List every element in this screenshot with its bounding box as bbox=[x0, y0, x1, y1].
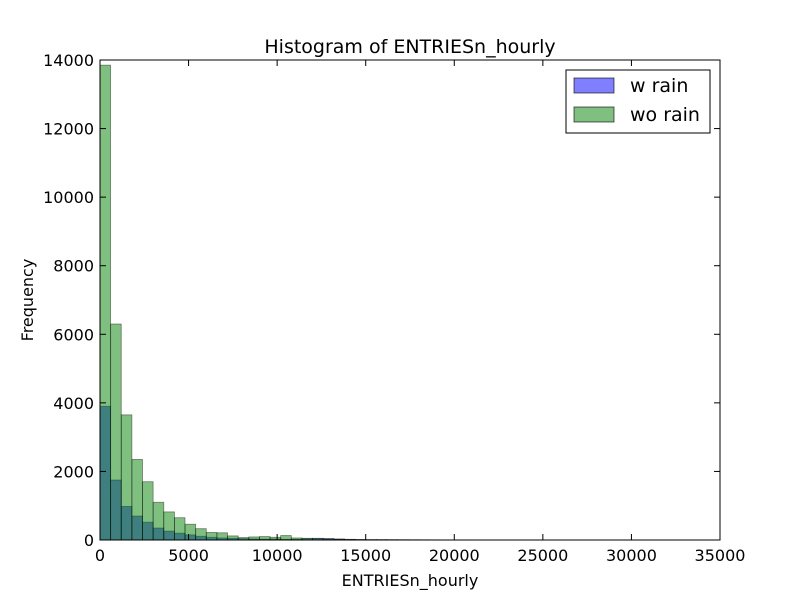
x-tick-label-2: 10000 bbox=[252, 546, 303, 565]
legend-label-w-rain: w rain bbox=[630, 75, 688, 97]
ticks-layer: 0 5000 10000 15000 20000 25000 30000 35000 0 2000… bbox=[43, 51, 745, 565]
legend: w rain wo rain bbox=[565, 69, 711, 134]
bar-wo-rain-8 bbox=[184, 523, 197, 541]
bar-wo-rain-4 bbox=[142, 481, 154, 541]
bar-wo-rain-3 bbox=[131, 459, 143, 541]
x-tick-label-4: 20000 bbox=[429, 546, 480, 565]
bar-wo-rain-1 bbox=[110, 323, 122, 541]
x-tick-label-6: 30000 bbox=[606, 546, 657, 565]
bar-wo-rain-12 bbox=[227, 535, 239, 541]
bar-wo-rain-6 bbox=[163, 511, 175, 541]
bar-wo-rain-15 bbox=[259, 536, 271, 541]
bar-wo-rain-11 bbox=[216, 532, 228, 541]
y-tick-label-0: 0 bbox=[84, 531, 94, 550]
bar-wo-rain-7 bbox=[173, 517, 186, 541]
legend-swatch-w-rain bbox=[573, 77, 615, 94]
y-axis-label: Frequency bbox=[18, 259, 37, 342]
y-tick-label-2: 4000 bbox=[53, 394, 94, 413]
y-tick-label-4: 8000 bbox=[53, 257, 94, 276]
bar-wo-rain-9 bbox=[195, 528, 207, 541]
y-tick-label-7: 14000 bbox=[43, 51, 94, 70]
legend-label-wo-rain: wo rain bbox=[630, 104, 700, 126]
bar-wo-rain-5 bbox=[152, 501, 165, 541]
x-tick-label-7: 35000 bbox=[695, 546, 746, 565]
plot-frame bbox=[99, 59, 721, 541]
y-tick-label-5: 10000 bbox=[43, 188, 94, 207]
x-tick-label-0: 0 bbox=[95, 546, 105, 565]
bar-wo-rain-17 bbox=[280, 535, 292, 541]
x-tick-label-1: 5000 bbox=[168, 546, 209, 565]
bar-wo-rain-0 bbox=[99, 64, 112, 541]
y-tick-label-3: 6000 bbox=[53, 325, 94, 344]
x-tick-label-3: 15000 bbox=[340, 546, 391, 565]
chart-title: Histogram of ENTRIESn_hourly bbox=[264, 36, 555, 58]
x-axis-label: ENTRIESn_hourly bbox=[342, 571, 479, 591]
legend-swatch-wo-rain bbox=[573, 106, 615, 123]
bar-wo-rain-2 bbox=[120, 414, 133, 541]
y-tick-label-6: 12000 bbox=[43, 120, 94, 139]
x-tick-label-5: 25000 bbox=[517, 546, 568, 565]
bar-wo-rain-10 bbox=[205, 532, 218, 541]
y-tick-label-1: 2000 bbox=[53, 462, 94, 481]
